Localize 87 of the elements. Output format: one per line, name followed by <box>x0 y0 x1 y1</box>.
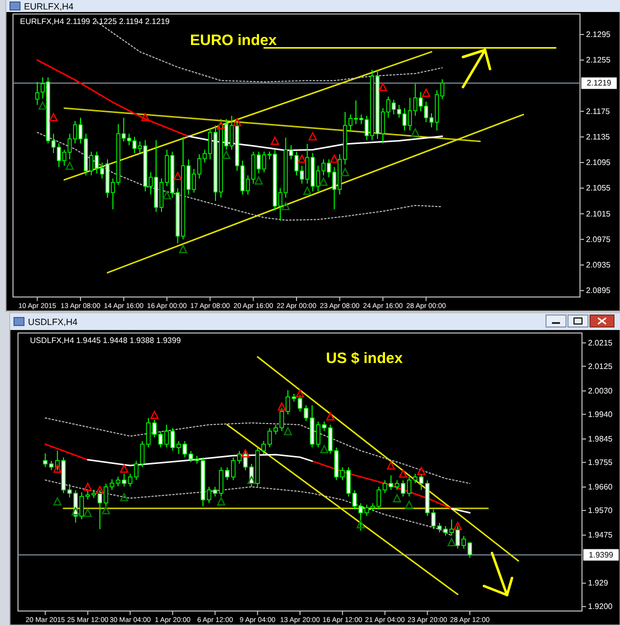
point <box>241 449 250 458</box>
y-tick-label: 2.1175 <box>586 106 610 116</box>
y-tick-label: 1.9200 <box>588 602 614 612</box>
point <box>141 112 150 122</box>
candlestick <box>158 430 163 448</box>
point <box>303 186 312 195</box>
point <box>120 464 128 473</box>
chart-title: USDLFX,H4 <box>28 317 78 327</box>
point <box>222 150 230 159</box>
ref-line-label: 2.1219 <box>586 78 612 88</box>
y-tick-label: 2.1055 <box>586 184 612 193</box>
point <box>49 112 58 122</box>
point <box>386 461 396 470</box>
point <box>392 494 402 502</box>
point <box>411 128 420 137</box>
candlestick <box>346 466 351 497</box>
point <box>84 482 92 491</box>
y-tick-label: 2.0215 <box>588 338 614 348</box>
y-tick-label: 1.929 <box>588 578 609 588</box>
y-tick-label: 2.0125 <box>588 362 614 371</box>
point <box>233 118 242 126</box>
annotation: EURO index <box>190 32 278 49</box>
y-tick-label: 2.1015 <box>586 209 612 218</box>
point <box>162 191 171 200</box>
point <box>84 508 92 517</box>
point <box>405 500 414 509</box>
point <box>38 101 47 110</box>
point <box>330 154 338 163</box>
y-tick-label: 2.0975 <box>586 234 612 244</box>
point <box>320 445 328 454</box>
point <box>53 464 62 473</box>
candlestick <box>298 394 302 412</box>
point <box>66 162 74 170</box>
point <box>217 497 226 506</box>
y-tick-label: 1.9660 <box>588 482 614 492</box>
point <box>296 389 304 398</box>
line-series <box>36 132 443 221</box>
y-tick-label: 1.9755 <box>588 458 614 467</box>
candlestick <box>35 81 40 106</box>
y-tick-label: 1.9940 <box>588 410 614 419</box>
point <box>398 469 408 478</box>
point <box>53 497 62 506</box>
point <box>319 178 328 186</box>
line-series <box>44 480 452 536</box>
annotation: USDLFX,H4 1.9445 1.9448 1.9388 1.9399 <box>30 336 182 345</box>
point <box>247 476 256 484</box>
point <box>278 402 286 411</box>
y-tick-label: 2.1295 <box>586 30 612 39</box>
point <box>454 522 462 530</box>
point <box>120 493 128 502</box>
point <box>341 168 350 176</box>
point <box>179 244 188 254</box>
point <box>102 506 110 514</box>
y-tick-label: 2.1095 <box>586 158 612 168</box>
point <box>356 520 365 528</box>
point <box>298 154 306 163</box>
point <box>72 507 80 516</box>
line-series <box>44 417 470 484</box>
point <box>150 410 159 419</box>
point <box>378 82 387 92</box>
chart-title: EURLFX,H4 <box>24 2 74 12</box>
point <box>270 136 279 145</box>
y-tick-label: 1.9845 <box>588 434 614 444</box>
point <box>96 486 104 494</box>
point <box>254 176 263 185</box>
point <box>282 202 290 210</box>
y-tick-label: 1.9475 <box>588 530 614 540</box>
y-tick-label: 2.0030 <box>588 386 614 396</box>
point <box>448 538 456 546</box>
point <box>284 427 292 436</box>
point <box>422 88 430 97</box>
point <box>417 466 426 476</box>
point <box>308 132 317 140</box>
annotation: EURLFX,H4 2.1199 2.1225 2.1194 2.1219 <box>20 17 170 26</box>
line-series <box>36 59 190 138</box>
annotation: US $ index <box>326 350 404 367</box>
y-tick-label: 2.1255 <box>586 56 612 65</box>
point <box>216 121 225 130</box>
y-tick-label: 1.9570 <box>588 506 614 515</box>
y-tick-label: 2.0935 <box>586 260 612 270</box>
y-tick-label: 2.0895 <box>586 286 612 296</box>
y-tick-label: 2.1135 <box>586 132 610 142</box>
candlestick <box>437 522 442 533</box>
ref-line-label: 1.9399 <box>588 550 614 560</box>
point <box>326 412 334 420</box>
line-series <box>311 460 452 510</box>
point <box>174 172 182 180</box>
